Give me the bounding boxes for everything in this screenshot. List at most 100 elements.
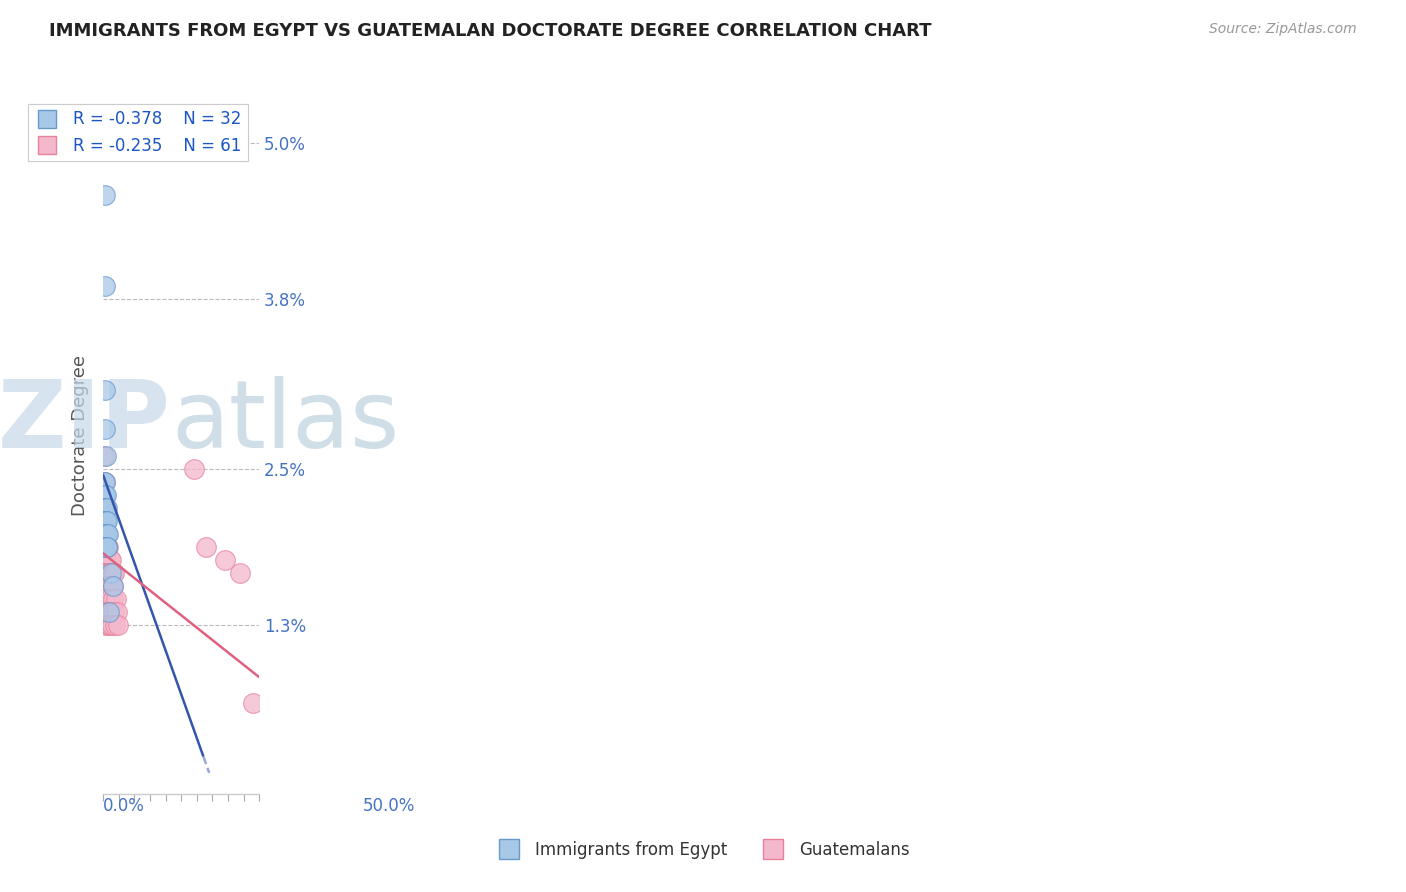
Point <box>100 566 122 580</box>
Point <box>96 591 118 606</box>
Point <box>98 579 121 593</box>
Point <box>242 696 264 710</box>
Point <box>94 553 117 567</box>
Point <box>94 500 117 515</box>
Point <box>104 591 127 606</box>
Point <box>107 618 129 632</box>
Point <box>94 488 117 502</box>
Point <box>93 553 115 567</box>
Point <box>96 540 118 554</box>
Point <box>104 618 127 632</box>
Point <box>98 605 121 619</box>
Point <box>94 279 117 293</box>
Point <box>94 514 117 528</box>
Point <box>93 540 115 554</box>
Point <box>103 566 125 580</box>
Point <box>94 514 117 528</box>
Point <box>96 526 118 541</box>
Point <box>100 553 122 567</box>
Point <box>93 475 115 489</box>
Point <box>93 500 115 515</box>
Point <box>98 591 121 606</box>
Point <box>96 526 118 541</box>
Point <box>93 526 115 541</box>
Text: 50.0%: 50.0% <box>363 797 415 814</box>
Point <box>107 605 129 619</box>
Point <box>195 540 218 554</box>
Point <box>93 540 115 554</box>
Point <box>94 500 117 515</box>
Point <box>94 579 117 593</box>
Point <box>93 540 115 554</box>
Point <box>96 514 118 528</box>
Point <box>94 475 117 489</box>
Text: atlas: atlas <box>172 376 401 467</box>
Point <box>96 540 118 554</box>
Legend: R = -0.378    N = 32, R = -0.235    N = 61: R = -0.378 N = 32, R = -0.235 N = 61 <box>28 103 247 161</box>
Point <box>103 605 125 619</box>
Point <box>96 618 118 632</box>
Y-axis label: Doctorate Degree: Doctorate Degree <box>72 356 89 516</box>
Point <box>94 566 117 580</box>
Point <box>96 514 118 528</box>
Point <box>94 514 117 528</box>
Point <box>97 540 120 554</box>
Point <box>96 540 118 554</box>
Point <box>94 591 117 606</box>
Point <box>93 488 115 502</box>
Point <box>93 553 115 567</box>
Point <box>97 605 120 619</box>
Point <box>93 500 115 515</box>
Point <box>98 566 121 580</box>
Point <box>98 553 121 567</box>
Point <box>94 526 117 541</box>
Point <box>93 514 115 528</box>
Point <box>229 566 252 580</box>
Point <box>94 500 117 515</box>
Point <box>96 566 118 580</box>
Point <box>93 566 115 580</box>
Point <box>96 526 118 541</box>
Point <box>93 526 115 541</box>
Point <box>93 500 115 515</box>
Point <box>93 488 115 502</box>
Text: ZIP: ZIP <box>0 376 170 467</box>
Point <box>93 514 115 528</box>
Point <box>94 579 117 593</box>
Point <box>97 526 120 541</box>
Point <box>94 618 117 632</box>
Point <box>93 384 115 398</box>
Point <box>101 579 124 593</box>
Legend: Immigrants from Egypt, Guatemalans: Immigrants from Egypt, Guatemalans <box>489 835 917 866</box>
Point <box>93 526 115 541</box>
Point <box>93 475 115 489</box>
Point <box>93 566 115 580</box>
Point <box>101 618 124 632</box>
Text: IMMIGRANTS FROM EGYPT VS GUATEMALAN DOCTORATE DEGREE CORRELATION CHART: IMMIGRANTS FROM EGYPT VS GUATEMALAN DOCT… <box>49 22 932 40</box>
Point <box>93 449 115 463</box>
Point <box>96 605 118 619</box>
Point <box>101 579 124 593</box>
Point <box>100 579 122 593</box>
Point <box>214 553 236 567</box>
Point <box>93 526 115 541</box>
Point <box>93 187 115 202</box>
Point <box>94 422 117 436</box>
Point <box>97 566 120 580</box>
Point <box>93 591 115 606</box>
Point <box>96 514 118 528</box>
Point <box>93 514 115 528</box>
Point <box>96 500 118 515</box>
Point <box>96 553 118 567</box>
Text: Source: ZipAtlas.com: Source: ZipAtlas.com <box>1209 22 1357 37</box>
Point <box>98 618 121 632</box>
Text: 0.0%: 0.0% <box>103 797 145 814</box>
Point <box>101 566 124 580</box>
Point <box>94 540 117 554</box>
Point <box>94 605 117 619</box>
Point <box>101 591 124 606</box>
Point <box>96 579 118 593</box>
Point <box>183 461 205 475</box>
Point <box>94 500 117 515</box>
Point <box>94 449 117 463</box>
